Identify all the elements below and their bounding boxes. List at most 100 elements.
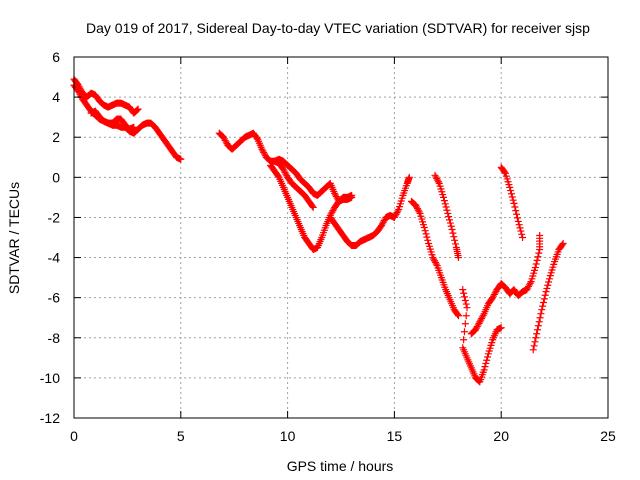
data-point — [544, 281, 552, 289]
data-point — [432, 260, 440, 268]
data-point — [434, 176, 442, 184]
data-point — [479, 311, 487, 319]
data-point — [513, 210, 521, 218]
data-point — [531, 264, 539, 272]
x-axis-label: GPS time / hours — [287, 458, 394, 474]
data-point — [460, 293, 468, 301]
data-point — [478, 313, 486, 321]
data-point — [424, 236, 432, 244]
data-point — [535, 318, 543, 326]
data-point — [394, 207, 402, 215]
data-point — [413, 205, 421, 213]
data-point — [434, 178, 442, 186]
data-point — [538, 306, 546, 314]
data-point — [525, 281, 533, 289]
data-point — [420, 223, 428, 231]
data-point — [510, 199, 518, 207]
data-point — [491, 289, 499, 297]
data-point — [472, 326, 480, 334]
data-point — [220, 133, 228, 141]
plot-frame — [73, 56, 609, 419]
data-point — [461, 320, 469, 328]
data-point — [454, 254, 462, 262]
data-point — [405, 173, 413, 181]
data-point — [282, 170, 290, 178]
data-point — [532, 260, 540, 268]
data-point — [412, 201, 420, 209]
data-point — [378, 220, 386, 228]
data-point — [440, 197, 448, 205]
data-point — [475, 377, 483, 385]
data-point — [280, 167, 288, 175]
data-point — [543, 284, 551, 292]
data-point — [441, 200, 449, 208]
data-point — [501, 168, 509, 176]
data-point — [533, 256, 541, 264]
data-point — [525, 282, 533, 290]
y-tick-label: 0 — [52, 169, 60, 185]
data-point — [221, 136, 229, 144]
data-point — [545, 278, 553, 286]
data-point — [541, 291, 549, 299]
data-point — [380, 217, 388, 225]
data-point — [134, 105, 142, 113]
x-tick-label: 5 — [177, 428, 185, 444]
data-point — [475, 319, 483, 327]
data-point — [261, 150, 269, 158]
data-point — [279, 165, 287, 173]
data-point — [513, 214, 521, 222]
data-point — [430, 255, 438, 263]
data-point — [497, 324, 505, 332]
data-point — [539, 298, 547, 306]
axis-ticks: 0 5 10 15 20 25 -12 -10 -8 -6 -4 -2 0 2 4 6 — [40, 49, 616, 444]
data-point — [274, 172, 282, 180]
data-point — [506, 183, 514, 191]
data-point — [463, 304, 471, 312]
data-point — [537, 310, 545, 318]
data-point — [415, 208, 423, 216]
data-point — [413, 203, 421, 211]
x-tick-label: 0 — [70, 428, 78, 444]
data-point — [514, 217, 522, 225]
data-point — [348, 193, 356, 201]
data-point — [391, 212, 399, 220]
y-tick-label: -12 — [40, 410, 60, 426]
data-point — [258, 145, 266, 153]
data-point — [379, 218, 387, 226]
data-point — [454, 312, 462, 320]
data-point — [259, 147, 267, 155]
data-point — [460, 289, 468, 297]
y-tick-label: 2 — [52, 129, 60, 145]
data-point — [462, 300, 470, 308]
data-point — [75, 89, 83, 97]
data-point — [331, 191, 339, 199]
data-point — [429, 254, 437, 262]
data-point — [74, 87, 82, 95]
data-point — [484, 353, 492, 361]
data-point — [478, 315, 486, 323]
data-point — [477, 316, 485, 324]
data-point — [460, 328, 468, 336]
x-tick-label: 15 — [387, 428, 403, 444]
data-point — [511, 203, 519, 211]
x-tick-label: 20 — [493, 428, 509, 444]
data-point — [440, 193, 448, 201]
data-point — [483, 356, 491, 364]
data-point — [534, 253, 542, 261]
data-point — [177, 155, 185, 163]
data-point — [536, 314, 544, 322]
x-tick-label: 10 — [280, 428, 296, 444]
data-point — [534, 322, 542, 330]
data-point — [509, 196, 517, 204]
data-point — [460, 336, 468, 344]
data-point — [451, 240, 459, 248]
data-point — [534, 326, 542, 334]
data-point — [431, 171, 439, 179]
data-point — [532, 334, 540, 342]
data-point — [507, 190, 515, 198]
chart-title: Day 019 of 2017, Sidereal Day-to-day VTE… — [86, 20, 590, 36]
data-point — [390, 213, 398, 221]
y-tick-label: -10 — [40, 370, 60, 386]
data-point — [309, 203, 317, 211]
